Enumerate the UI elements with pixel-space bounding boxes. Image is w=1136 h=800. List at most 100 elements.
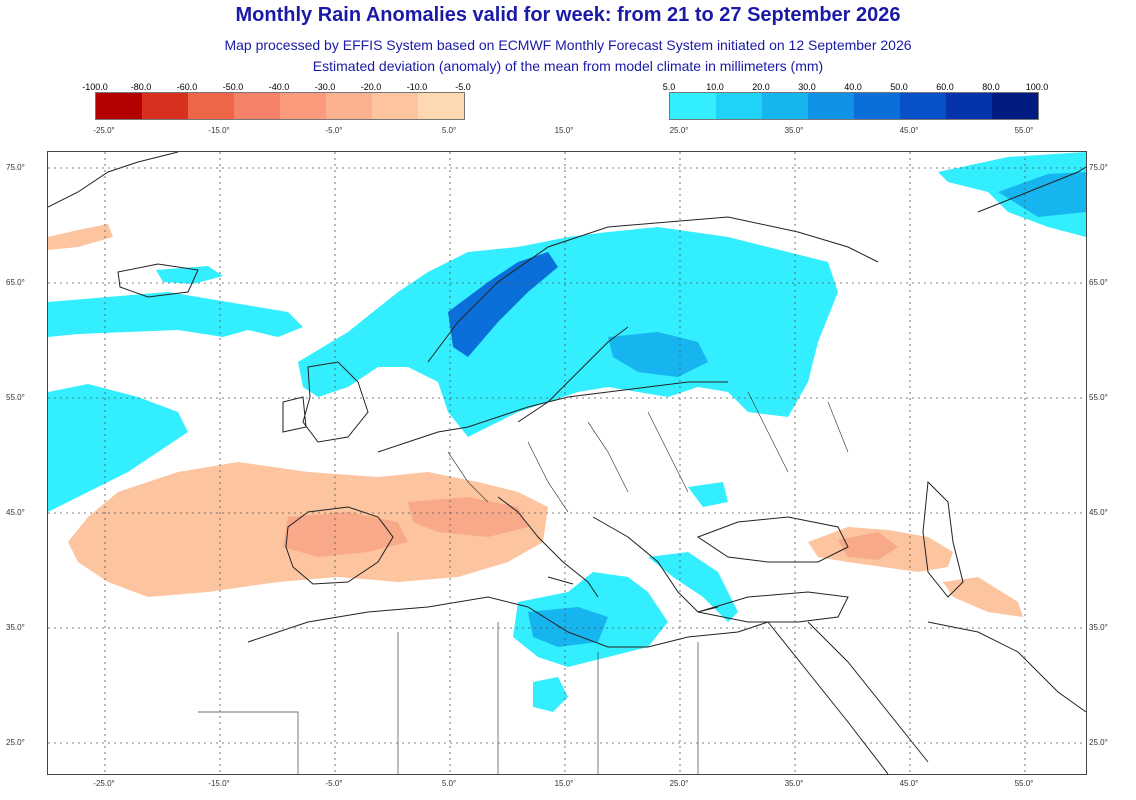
legend-negative-label: -50.0	[222, 82, 244, 92]
wet-area-baltic-inner	[608, 332, 708, 377]
wet-area-barents-inner	[998, 172, 1086, 217]
legend-negative-swatch	[234, 93, 280, 119]
legend-positive-label: 20.0	[752, 82, 770, 92]
legend-negative-label: -10.0	[406, 82, 428, 92]
legend-positive-scale	[669, 92, 1039, 120]
wet-area-libya	[533, 677, 568, 712]
wet-area-iceland	[156, 266, 223, 284]
dry-anomaly-areas	[48, 224, 1023, 617]
dry-area-iberia-inner	[283, 512, 408, 557]
legend-positive-label: 10.0	[706, 82, 724, 92]
legend-negative-swatch	[188, 93, 234, 119]
legend-positive-swatch	[670, 93, 716, 119]
longitude-label: 55.0°	[1014, 126, 1034, 135]
coast-turkey	[697, 591, 849, 623]
dry-area-iran	[943, 577, 1023, 617]
latitude-label-right: 75.0°	[1089, 163, 1108, 172]
legend-negative-label: -100.0	[82, 82, 108, 92]
longitude-label: 25.0°	[669, 779, 689, 788]
wet-area-norway-strong	[448, 252, 558, 357]
dry-area-caucasus-inner	[838, 532, 898, 560]
coast-scandinavia	[427, 216, 879, 423]
coast-north-africa	[247, 596, 769, 648]
coast-italy	[497, 496, 599, 598]
coast-iceland	[117, 263, 199, 298]
political-borders	[198, 391, 849, 774]
longitude-label: 5.0°	[441, 126, 457, 135]
coast-novaya-zemlya	[977, 166, 1086, 213]
wet-area-balkans	[648, 552, 738, 622]
latitude-label-left: 45.0°	[6, 508, 25, 517]
map-subtitle-processing: Map processed by EFFIS System based on E…	[224, 37, 912, 53]
latitude-label-left: 35.0°	[6, 623, 25, 632]
latitude-label-right: 65.0°	[1089, 278, 1108, 287]
latitude-label-left: 55.0°	[6, 393, 25, 402]
coast-greenland	[48, 152, 179, 208]
map-area	[47, 151, 1087, 775]
dry-area-alps	[408, 497, 528, 537]
latitude-label-right: 35.0°	[1089, 623, 1108, 632]
graticule	[48, 152, 1086, 774]
legend-positive-swatch	[762, 93, 808, 119]
legend-positive-label: 80.0	[982, 82, 1000, 92]
longitude-label: -5.0°	[325, 126, 343, 135]
legend-negative-label: -40.0	[268, 82, 290, 92]
legend-negative-label: -80.0	[130, 82, 152, 92]
wet-area-north-atlantic	[48, 292, 303, 337]
longitude-label: -15.0°	[208, 779, 230, 788]
legend-positive-swatch	[946, 93, 992, 119]
coast-iberia	[285, 506, 394, 585]
longitude-label: -25.0°	[93, 779, 115, 788]
map-title: Monthly Rain Anomalies valid for week: f…	[235, 4, 901, 26]
longitude-label: 35.0°	[784, 126, 804, 135]
legend-negative-swatch	[96, 93, 142, 119]
longitude-label: -25.0°	[93, 126, 115, 135]
dry-area-greenland	[48, 224, 113, 250]
map-svg	[48, 152, 1086, 774]
legend-negative-label: -5.0	[455, 82, 471, 92]
legend-negative-scale	[95, 92, 465, 120]
wet-area-west-atlantic	[48, 384, 188, 512]
latitude-label-left: 75.0°	[6, 163, 25, 172]
legend-positive-swatch	[992, 93, 1038, 119]
legend-negative-label: -20.0	[360, 82, 382, 92]
coast-black-sea	[696, 516, 849, 563]
legend-positive-swatch	[808, 93, 854, 119]
legend-negative-swatch	[418, 93, 464, 119]
longitude-label: 15.0°	[554, 126, 574, 135]
longitude-label: -5.0°	[325, 779, 343, 788]
latitude-label-right: 25.0°	[1089, 738, 1108, 747]
coast-europe-north	[377, 381, 728, 453]
wet-anomaly-areas	[48, 152, 1086, 712]
legend-negative-swatch	[142, 93, 188, 119]
longitude-labels-top: -25.0° -15.0° -5.0° 5.0° 15.0° 25.0° 35.0° 45.0…	[0, 126, 1136, 138]
legend-negative-swatch	[372, 93, 418, 119]
longitude-label: -15.0°	[208, 126, 230, 135]
latitude-label-right: 45.0°	[1089, 508, 1108, 517]
longitude-labels-bottom: -25.0° -15.0° -5.0° 5.0° 15.0° 25.0° 35.0° 45.0…	[0, 779, 1136, 791]
legend-positive-label: 30.0	[798, 82, 816, 92]
border-africa	[198, 622, 699, 774]
coastlines	[48, 152, 1086, 774]
coast-arabia	[927, 621, 1086, 713]
coast-red-sea	[767, 621, 929, 774]
legend-negative-swatch	[326, 93, 372, 119]
legend-positive-label: 50.0	[890, 82, 908, 92]
legend-negative-label: -30.0	[314, 82, 336, 92]
latitude-label-left: 25.0°	[6, 738, 25, 747]
latitude-label-right: 55.0°	[1089, 393, 1108, 402]
map-subtitle-units: Estimated deviation (anomaly) of the mea…	[312, 58, 824, 74]
longitude-label: 35.0°	[784, 779, 804, 788]
legend-positive-swatch	[900, 93, 946, 119]
wet-area-mediterranean-inner	[528, 607, 608, 647]
wet-area-scandinavia	[298, 227, 838, 437]
longitude-label: 45.0°	[899, 779, 919, 788]
longitude-label: 45.0°	[899, 126, 919, 135]
legend-positive-label: 100.0	[1025, 82, 1049, 92]
legend-positive-label: 5.0	[662, 82, 676, 92]
legend-negative-label: -60.0	[176, 82, 198, 92]
legend-positive-label: 60.0	[936, 82, 954, 92]
border-europe	[447, 391, 849, 513]
longitude-label: 5.0°	[441, 779, 457, 788]
coast-british-isles	[282, 361, 369, 443]
